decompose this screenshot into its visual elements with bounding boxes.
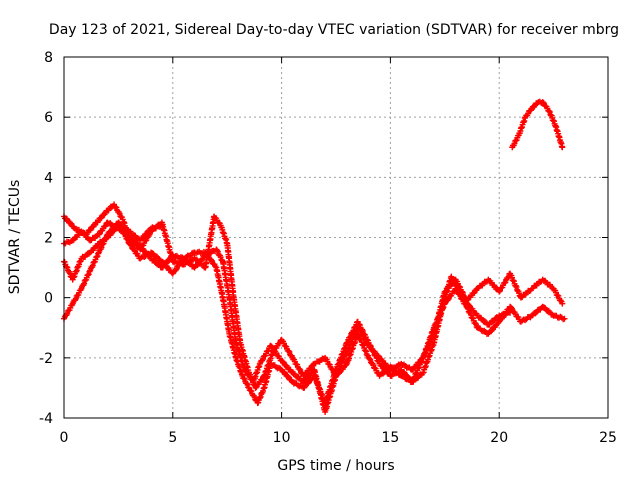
x-tick-label-4: 20 — [490, 430, 508, 446]
point-track-b-527 — [441, 288, 448, 295]
y-tick-label-1: -2 — [39, 351, 53, 367]
point-track-c-387 — [342, 362, 349, 369]
point-track-c-295 — [279, 358, 286, 365]
series-track-e — [509, 98, 566, 151]
x-tick-label-2: 10 — [273, 430, 291, 446]
point-track-b-428 — [361, 335, 368, 342]
point-track-a-96 — [155, 260, 162, 267]
y-axis-ticks: -4 -2 0 2 4 6 8 — [39, 50, 608, 427]
point-track-c-426 — [366, 355, 373, 362]
point-track-b-6 — [69, 237, 76, 244]
point-track-e-37 — [539, 99, 546, 106]
point-track-c-614 — [532, 310, 539, 317]
x-axis-label: GPS time / hours — [277, 458, 394, 474]
point-track-a-218 — [240, 375, 247, 382]
point-track-c-532 — [453, 286, 460, 293]
point-track-b-471 — [409, 366, 416, 373]
point-track-b-29 — [95, 231, 102, 238]
point-track-c-592 — [507, 304, 514, 311]
point-track-c-85 — [124, 236, 131, 243]
point-track-c-151 — [194, 261, 201, 268]
point-track-b-288 — [252, 384, 259, 391]
point-track-a-227 — [247, 387, 254, 394]
point-track-c-247 — [242, 367, 249, 374]
point-track-b-651 — [557, 297, 564, 304]
y-tick-label-3: 2 — [44, 231, 53, 247]
y-tick-label-6: 8 — [44, 50, 53, 66]
point-track-c-117 — [159, 259, 166, 266]
point-track-d-84 — [143, 231, 150, 238]
point-track-c-442 — [380, 370, 387, 377]
point-track-a-545 — [481, 318, 488, 325]
point-track-d-56 — [110, 228, 117, 235]
point-track-c-317 — [303, 376, 310, 383]
point-track-a-6 — [66, 219, 73, 226]
point-track-c-558 — [472, 321, 479, 328]
point-track-c-108 — [149, 250, 156, 257]
point-track-c-168 — [214, 247, 221, 254]
point-track-c-140 — [181, 256, 188, 263]
series-track-c — [61, 219, 568, 415]
point-track-c-547 — [465, 305, 472, 312]
point-track-b-347 — [296, 365, 303, 372]
series-track-d — [61, 222, 165, 283]
gridlines — [64, 57, 608, 418]
point-track-a-49 — [112, 203, 119, 210]
point-track-b-333 — [285, 347, 292, 354]
point-track-c-449 — [388, 364, 395, 371]
y-tick-label-4: 4 — [44, 170, 53, 186]
x-tick-label-0: 0 — [60, 430, 69, 446]
y-tick-label-5: 6 — [44, 110, 53, 126]
x-tick-label-5: 25 — [599, 430, 617, 446]
point-track-c-546 — [464, 304, 471, 311]
point-track-c-84 — [124, 235, 131, 242]
y-axis-label: SDTVAR / TECUs — [7, 180, 23, 295]
point-track-a-552 — [490, 318, 497, 325]
point-track-b-553 — [463, 297, 470, 304]
point-track-c-621 — [540, 304, 547, 311]
point-track-a-378 — [356, 321, 363, 328]
y-tick-label-0: -4 — [39, 411, 53, 427]
point-track-c-380 — [335, 370, 342, 377]
point-track-d-97 — [158, 222, 165, 229]
point-track-c-88 — [127, 241, 134, 248]
point-track-b-653 — [559, 300, 566, 307]
x-tick-label-1: 5 — [168, 430, 177, 446]
point-track-c-557 — [472, 320, 479, 327]
point-track-b-380 — [329, 365, 336, 372]
data-points — [61, 98, 568, 415]
point-track-c-283 — [268, 343, 275, 350]
point-track-a-23 — [86, 227, 93, 234]
point-track-b-67 — [137, 246, 144, 253]
point-track-c-306 — [290, 370, 297, 377]
point-track-a-277 — [284, 372, 291, 379]
point-track-b-584 — [496, 288, 503, 295]
chart-title: Day 123 of 2021, Sidereal Day-to-day VTE… — [49, 22, 619, 38]
x-axis-ticks: 0 5 10 15 20 25 — [60, 57, 617, 446]
point-track-c-571 — [488, 328, 495, 335]
point-track-a-34 — [97, 215, 104, 222]
x-tick-label-3: 15 — [381, 430, 399, 446]
point-track-e-69 — [559, 144, 566, 151]
y-tick-label-2: 0 — [44, 291, 53, 307]
point-track-c-637 — [561, 315, 568, 322]
point-track-b-591 — [501, 279, 508, 286]
point-track-a-294 — [304, 380, 311, 387]
